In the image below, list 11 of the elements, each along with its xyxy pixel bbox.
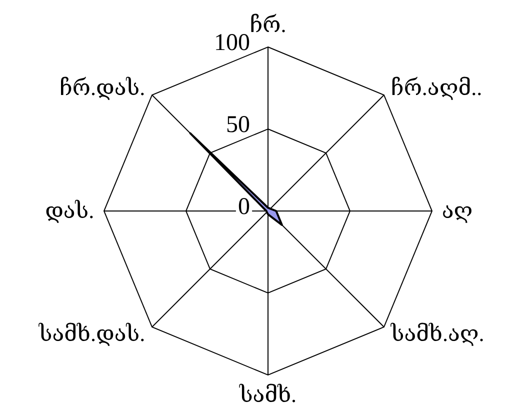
y-tick-label: 0	[238, 194, 250, 220]
spoke-label: ჩრ.	[250, 12, 286, 38]
spoke-label: სამხ.აღ.	[390, 320, 484, 346]
spoke-label: დას.	[45, 198, 94, 223]
y-tick-label: 100	[214, 30, 250, 56]
spoke-label: აღ	[442, 198, 473, 223]
spoke-label: სამხ.	[238, 382, 297, 407]
spoke-label: ჩრ.დას.	[59, 75, 146, 100]
spoke-label: ჩრ.აღმ..	[390, 75, 482, 100]
y-tick-label: 50	[226, 112, 250, 138]
spoke-label: სამხ.დას.	[38, 320, 146, 346]
